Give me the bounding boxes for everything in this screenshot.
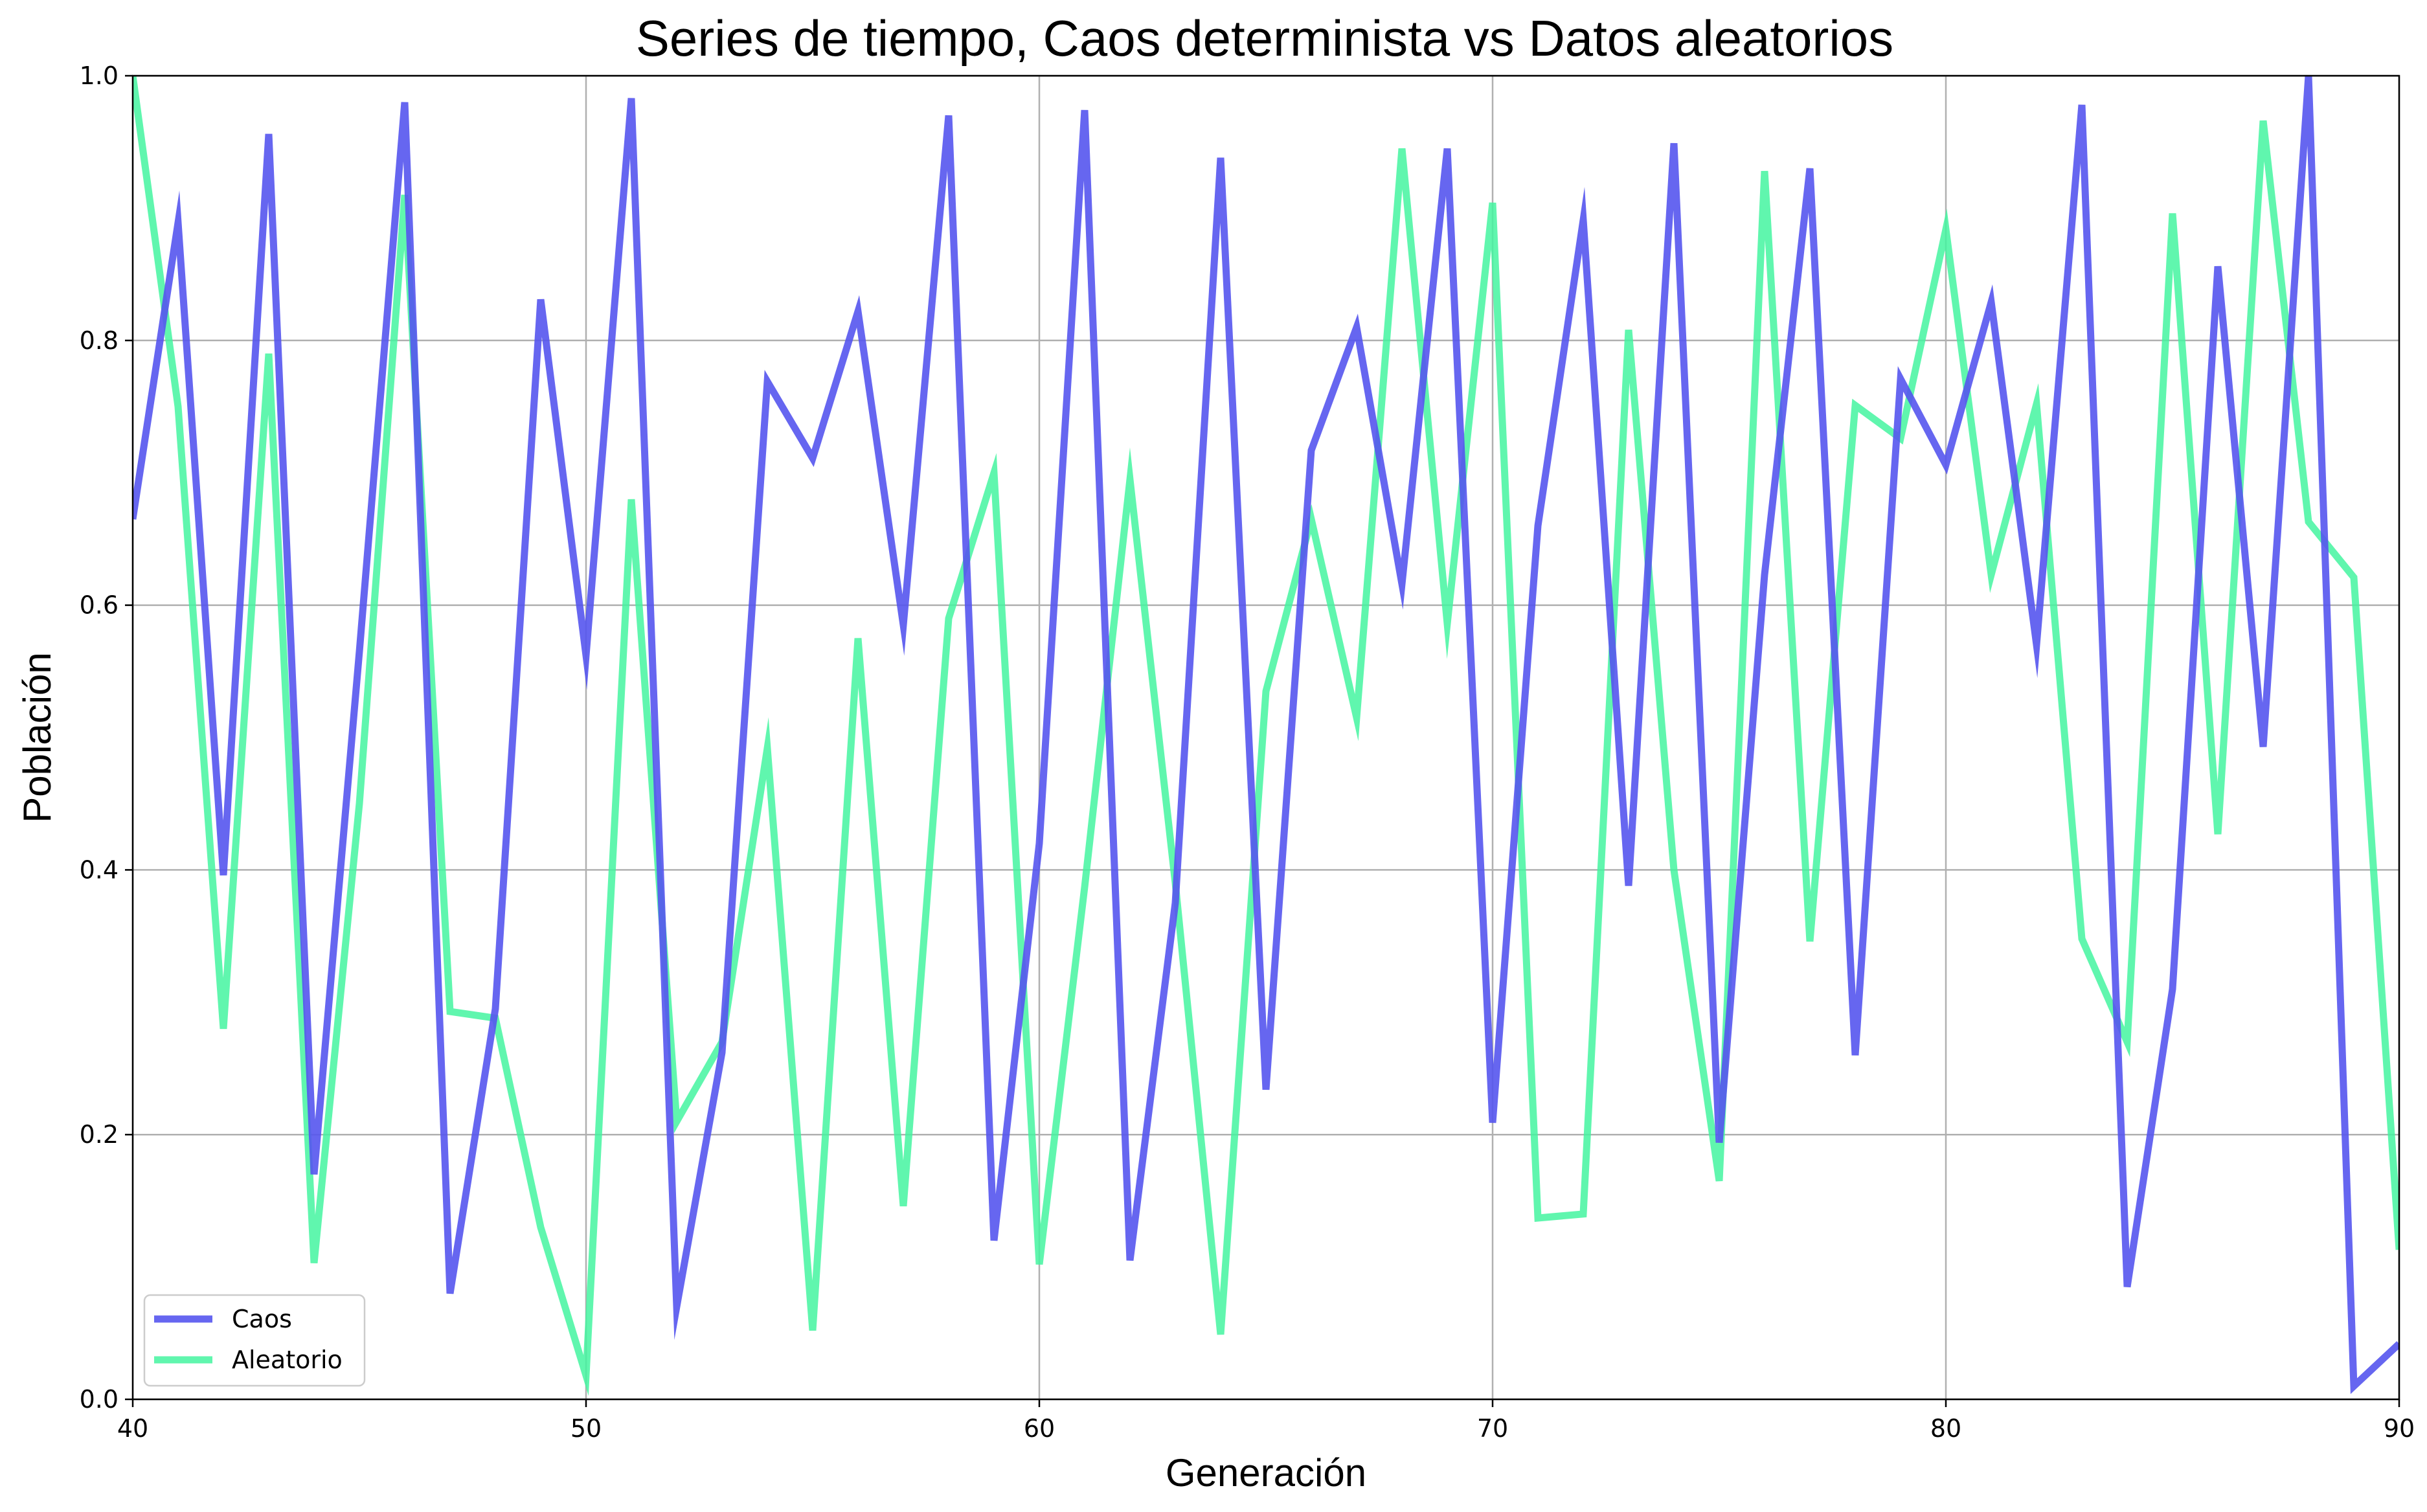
x-tick-label: 40 (117, 1414, 148, 1443)
x-tick-label: 70 (1477, 1414, 1508, 1443)
chart-title: Series de tiempo, Caos determinista vs D… (636, 10, 1893, 67)
legend: Caos Aleatorio (143, 1294, 366, 1387)
plot-area (131, 74, 2400, 1401)
y-tick-label: 0.0 (80, 1385, 119, 1414)
y-tick-label: 0.6 (80, 591, 119, 620)
x-tick-label: 90 (2384, 1414, 2415, 1443)
series-layer (133, 75, 2399, 1396)
legend-label-caos: Caos (232, 1305, 292, 1333)
series-line-aleatorio (133, 75, 2399, 1396)
y-axis: 0.0 0.2 0.4 0.6 0.8 1.0 (80, 62, 133, 1414)
y-tick-label: 0.8 (80, 326, 119, 355)
y-tick-label: 1.0 (80, 62, 119, 90)
series-line-caos (133, 75, 2399, 1394)
y-tick-label: 0.2 (80, 1120, 119, 1149)
y-tick-label: 0.4 (80, 855, 119, 884)
plot-frame (131, 74, 2400, 1401)
x-tick-label: 50 (570, 1414, 602, 1443)
x-tick-label: 80 (1930, 1414, 1961, 1443)
x-axis: 40 50 60 70 80 90 (117, 1399, 2415, 1443)
legend-label-aleatorio: Aleatorio (232, 1346, 343, 1374)
y-axis-label: Población (16, 652, 59, 823)
x-axis-label: Generación (1166, 1451, 1366, 1495)
x-tick-label: 60 (1024, 1414, 1055, 1443)
